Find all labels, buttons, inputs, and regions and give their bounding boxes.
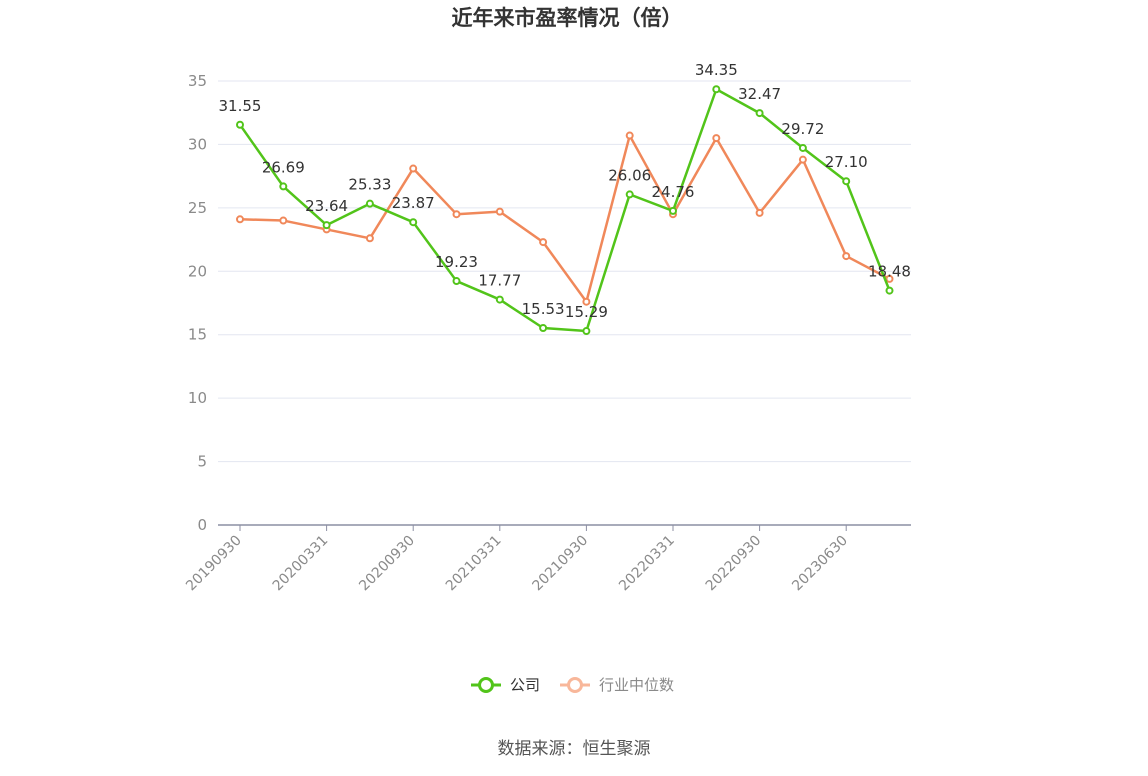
y-tick-label: 25 — [188, 199, 207, 217]
industry-median-point[interactable] — [625, 131, 634, 140]
company-data-label: 15.29 — [565, 303, 608, 321]
company-point[interactable] — [885, 286, 894, 295]
industry-median-point[interactable] — [885, 274, 894, 283]
industry-median-series-line — [239, 134, 891, 303]
y-tick-label: 35 — [188, 72, 207, 90]
data-source: 数据来源：恒生聚源 — [498, 739, 651, 759]
company-point[interactable] — [755, 109, 764, 118]
y-tick-label: 15 — [188, 326, 207, 344]
legend: 公司 行业中位数 — [471, 676, 674, 694]
company-point[interactable] — [279, 182, 288, 191]
industry-median-point[interactable] — [539, 238, 548, 247]
y-tick-label: 5 — [197, 453, 207, 471]
company-point[interactable] — [322, 221, 331, 230]
industry-median-point[interactable] — [842, 252, 851, 261]
y-tick-label: 20 — [188, 262, 207, 280]
company-data-label: 18.48 — [868, 263, 911, 281]
company-data-label: 15.53 — [522, 300, 565, 318]
company-data-label: 29.72 — [781, 120, 824, 138]
company-data-label: 31.55 — [219, 97, 262, 115]
company-data-label: 26.06 — [608, 166, 651, 184]
industry-median-point[interactable] — [495, 207, 504, 216]
grid-lines — [218, 80, 911, 463]
company-data-label: 23.64 — [305, 197, 348, 215]
company-point[interactable] — [409, 218, 418, 227]
company-data-label: 34.35 — [695, 61, 738, 79]
x-tick-label: 20210331 — [443, 533, 505, 595]
company-data-label: 23.87 — [392, 194, 435, 212]
x-tick-label: 20190930 — [183, 533, 245, 595]
company-data-label: 32.47 — [738, 85, 781, 103]
industry-median-point[interactable] — [798, 155, 807, 164]
company-point[interactable] — [842, 177, 851, 186]
company-data-label: 26.69 — [262, 158, 305, 176]
company-point[interactable] — [365, 199, 374, 208]
y-tick-label: 0 — [197, 516, 207, 534]
y-tick-label: 10 — [188, 389, 207, 407]
x-tick-label: 20200331 — [270, 533, 332, 595]
industry-median-point[interactable] — [582, 297, 591, 306]
industry-median-point[interactable] — [452, 210, 461, 219]
industry-median-point[interactable] — [279, 216, 288, 225]
legend-company-label: 公司 — [510, 676, 540, 694]
legend-item-industry-median[interactable]: 行业中位数 — [560, 676, 674, 694]
industry-median-point[interactable] — [712, 134, 721, 143]
x-axis: 20190930 20200331 20200930 20210331 20210930… — [183, 524, 911, 595]
industry-median-point[interactable] — [409, 164, 418, 173]
legend-industry-label: 行业中位数 — [599, 676, 674, 694]
industry-median-point[interactable] — [236, 215, 244, 224]
company-point[interactable] — [582, 327, 591, 336]
company-data-label: 25.33 — [348, 176, 391, 194]
y-axis: 0 5 10 15 20 25 30 35 — [188, 72, 207, 534]
industry-median-point[interactable] — [365, 234, 374, 243]
x-tick-label: 20200930 — [356, 533, 418, 595]
series-layer — [236, 85, 894, 336]
company-point[interactable] — [236, 120, 244, 129]
x-tick-label: 20230630 — [789, 533, 851, 595]
company-data-label: 17.77 — [478, 272, 521, 290]
company-data-label: 19.23 — [435, 253, 478, 271]
company-data-label: 27.10 — [825, 153, 868, 171]
legend-company-marker — [478, 677, 494, 693]
company-point[interactable] — [539, 323, 548, 332]
company-data-label: 24.76 — [652, 183, 695, 201]
company-point[interactable] — [712, 85, 721, 94]
legend-industry-marker — [567, 677, 583, 693]
x-tick-label: 20220331 — [616, 533, 678, 595]
company-point[interactable] — [495, 295, 504, 304]
company-point[interactable] — [625, 190, 634, 199]
company-series-line — [238, 87, 891, 333]
x-tick-label: 20210930 — [530, 533, 592, 595]
chart-title: 近年来市盈率情况（倍） — [452, 6, 683, 30]
x-tick-label: 20220930 — [703, 533, 765, 595]
legend-item-company[interactable]: 公司 — [471, 676, 540, 694]
y-tick-label: 30 — [188, 135, 207, 153]
company-point[interactable] — [798, 143, 807, 152]
company-point[interactable] — [669, 206, 677, 215]
industry-median-point[interactable] — [755, 208, 764, 217]
company-point[interactable] — [452, 277, 461, 286]
